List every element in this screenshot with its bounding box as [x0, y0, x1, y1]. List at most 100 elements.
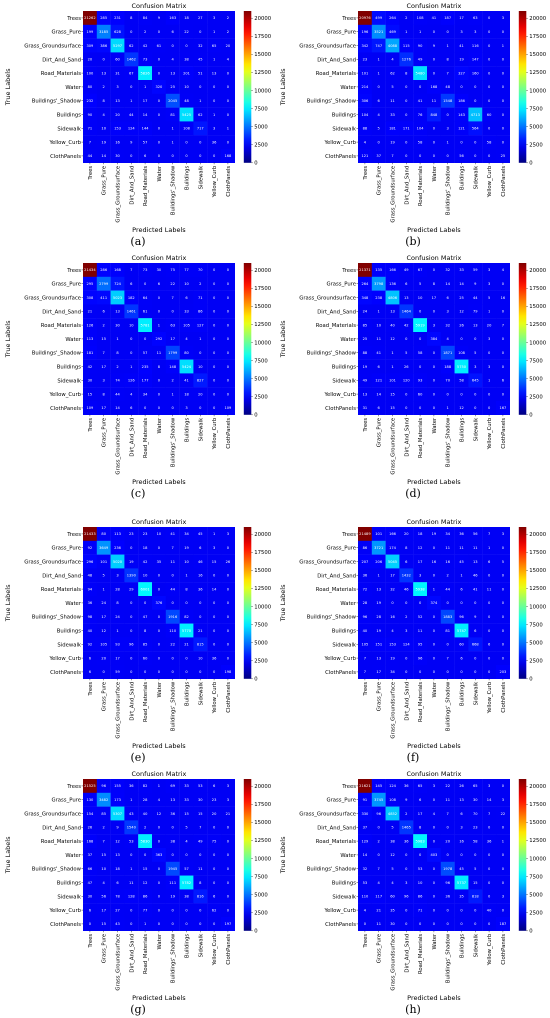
cell-value: 3 — [447, 127, 449, 131]
heatmap-cell — [221, 792, 235, 807]
cell-value: 386 — [100, 44, 108, 48]
heatmap-cell — [179, 332, 194, 346]
heatmap-cell — [468, 276, 483, 291]
heatmap-cell — [468, 80, 483, 94]
cell-value: 53 — [363, 881, 368, 885]
heatmap-cell — [179, 903, 194, 918]
cell-value: 11 — [157, 351, 162, 355]
heatmap-cell — [413, 917, 428, 931]
heatmap-cell — [124, 332, 139, 346]
colorbar-tick-label: 20000 — [529, 532, 546, 538]
cell-value: 9 — [405, 798, 408, 802]
heatmap-cell — [124, 66, 139, 81]
heatmap-cell — [110, 917, 125, 931]
heatmap-cell — [468, 651, 483, 666]
colorbar-tick-label: 5000 — [529, 640, 543, 646]
cell-value: 69 — [170, 784, 175, 788]
cell-value: 48 — [184, 99, 189, 103]
colorbar-tick-label: 5000 — [254, 892, 268, 898]
x-tick-label: Road_Materials — [418, 418, 424, 458]
heatmap-cell — [496, 792, 510, 807]
cell-value: 2 — [227, 16, 229, 20]
cell-value: 7 — [172, 296, 174, 300]
x-tick-label: Yellow_Curb — [487, 681, 493, 714]
cell-value: 153 — [114, 127, 121, 131]
cell-value: 0 — [130, 656, 133, 660]
heatmap-cell — [413, 263, 428, 277]
heatmap-cell — [454, 149, 469, 163]
cell-value: 0 — [502, 30, 505, 34]
heatmap-cell — [385, 93, 400, 108]
cell-value: 645 — [472, 379, 479, 383]
heatmap-cell — [440, 345, 455, 360]
heatmap-cell — [96, 568, 111, 583]
x-tick-label: Grass_Groundsurface — [116, 166, 122, 223]
cell-value: 3 — [405, 629, 407, 633]
cell-value: 1540 — [127, 826, 137, 830]
heatmap-cell — [138, 304, 153, 319]
heatmap-cell — [413, 582, 428, 597]
y-tick-label: Yellow_Curb — [323, 908, 356, 914]
cell-value: 0 — [213, 351, 216, 355]
cell-value: 231 — [114, 16, 121, 20]
heatmap-cell — [110, 651, 125, 666]
cell-value: 85 — [143, 643, 148, 647]
heatmap-cell — [83, 387, 97, 402]
cell-value: 7 — [130, 268, 132, 272]
heatmap-cell — [482, 304, 497, 319]
heatmap-cell — [496, 304, 510, 319]
y-tick-label: Grass_Groundsurface — [299, 812, 356, 818]
cell-value: 48 — [88, 574, 93, 578]
heatmap-cell — [221, 623, 235, 638]
heatmap-cell — [496, 861, 510, 876]
heatmap-cell — [179, 318, 194, 333]
heatmap-cell — [83, 792, 97, 807]
y-tick-label: Road_Materials — [41, 839, 81, 845]
heatmap-cell — [454, 917, 469, 931]
y-axis-title: True Labels — [279, 836, 287, 874]
x-tick-label: Buildings — [460, 934, 466, 958]
heatmap-cell — [221, 861, 235, 876]
cell-value: 0 — [502, 127, 505, 131]
colorbar-tick-label: 7500 — [254, 622, 268, 628]
heatmap-cell — [454, 276, 469, 291]
heatmap-cell — [138, 80, 153, 94]
cell-value: 0 — [227, 351, 230, 355]
colorbar-tick-label: 17500 — [254, 286, 271, 292]
cell-value: 1 — [213, 532, 215, 536]
y-tick-label: Yellow_Curb — [323, 140, 356, 146]
cell-value: 3 — [433, 323, 435, 327]
heatmap-cell — [496, 345, 510, 360]
heatmap-cell — [454, 318, 469, 333]
heatmap-cell — [179, 263, 194, 277]
heatmap-cell — [371, 135, 386, 150]
heatmap-cell — [207, 401, 222, 415]
panel-label: (d) — [405, 487, 421, 500]
heatmap-cell — [193, 917, 208, 931]
heatmap-cell — [96, 135, 111, 150]
cell-value: 12 — [459, 310, 464, 314]
cell-value: 0 — [130, 629, 133, 633]
heatmap-cell — [482, 665, 497, 679]
cell-value: 0 — [158, 310, 161, 314]
heatmap-cells: 21489 101 166 20 18 19 34 36 56 7 386 3721 174 8 12 0 11… — [358, 527, 510, 679]
y-tick-label: Buildings — [57, 629, 81, 635]
heatmap-cell — [110, 263, 125, 277]
x-tick-label: Buildings — [460, 682, 466, 706]
cell-value: 70 — [198, 268, 203, 272]
cell-value: 30 — [115, 323, 120, 327]
heatmap-cell — [96, 345, 111, 360]
cell-value: 0 — [433, 58, 436, 62]
cell-value: 22 — [170, 643, 175, 647]
heatmap-cell — [454, 623, 469, 638]
cell-value: 113 — [114, 532, 121, 536]
heatmap-cell — [165, 80, 180, 94]
heatmap-cell — [440, 903, 455, 918]
cell-value: 20 — [404, 532, 409, 536]
cell-value: 5826 — [141, 71, 151, 75]
cell-value: 5750 — [457, 365, 467, 369]
cell-value: 0 — [474, 406, 477, 410]
cell-value: 0 — [460, 908, 463, 912]
x-tick-label: Water — [157, 681, 163, 697]
cell-value: 124 — [128, 127, 136, 131]
